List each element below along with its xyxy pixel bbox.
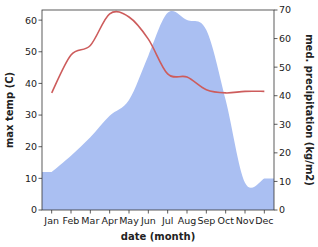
y2-tick-label: 70 bbox=[279, 4, 291, 15]
y-tick bbox=[39, 210, 43, 211]
x-tick-label: Jun bbox=[140, 215, 156, 226]
y-tick-label: 40 bbox=[25, 78, 37, 89]
y2-tick bbox=[274, 181, 278, 182]
x-tick bbox=[148, 210, 149, 214]
x-tick-label: Oct bbox=[217, 215, 234, 226]
y2-axis-label: med. precipitation (kg/m2) bbox=[304, 34, 315, 186]
y-tick bbox=[39, 178, 43, 179]
y2-tick-label: 50 bbox=[279, 62, 291, 73]
chart: Jan FebMarAprMayJun Jul AugSepOctNovDec 0 10 2… bbox=[0, 0, 318, 247]
y2-tick bbox=[274, 67, 278, 68]
x-tick-label: Nov bbox=[236, 215, 255, 226]
x-tick-label: Mar bbox=[81, 215, 99, 226]
y-axis-label: max temp (C) bbox=[4, 72, 15, 148]
y2-tick bbox=[274, 124, 278, 125]
y2-tick-label: 10 bbox=[279, 176, 291, 187]
x-tick bbox=[264, 210, 265, 214]
y-tick-label: 30 bbox=[25, 109, 37, 120]
x-tick bbox=[245, 210, 246, 214]
y-tick-label: 0 bbox=[31, 204, 37, 215]
y-tick bbox=[39, 83, 43, 84]
y2-tick-label: 30 bbox=[279, 119, 291, 130]
temperature-line bbox=[52, 12, 265, 93]
y-tick bbox=[39, 51, 43, 52]
y2-tick-label: 20 bbox=[279, 147, 291, 158]
x-tick bbox=[90, 210, 91, 214]
x-tick-label: Aug bbox=[178, 215, 197, 226]
y-tick-label: 60 bbox=[25, 15, 37, 26]
x-tick-label: May bbox=[119, 215, 139, 226]
precipitation-area bbox=[42, 11, 274, 210]
y2-tick-label: 60 bbox=[279, 33, 291, 44]
x-tick bbox=[71, 210, 72, 214]
y2-tick-label: 0 bbox=[279, 204, 285, 215]
y-tick-label: 50 bbox=[25, 46, 37, 57]
x-tick-label: Sep bbox=[197, 215, 215, 226]
y-tick bbox=[39, 20, 43, 21]
x-tick-label: Dec bbox=[255, 215, 273, 226]
y2-tick bbox=[274, 210, 278, 211]
x-tick-label: Feb bbox=[63, 215, 80, 226]
y2-tick bbox=[274, 95, 278, 96]
y-tick bbox=[39, 115, 43, 116]
x-tick bbox=[187, 210, 188, 214]
y2-tick bbox=[274, 38, 278, 39]
x-tick bbox=[51, 210, 52, 214]
y-tick-label: 20 bbox=[25, 141, 37, 152]
x-tick-label: Jan bbox=[43, 215, 59, 226]
x-tick bbox=[129, 210, 130, 214]
y2-tick bbox=[274, 152, 278, 153]
frame bbox=[42, 10, 274, 210]
x-axis-label: date (month) bbox=[121, 231, 195, 242]
x-tick bbox=[109, 210, 110, 214]
y2-tick-label: 40 bbox=[279, 90, 291, 101]
y-tick-label: 10 bbox=[25, 173, 37, 184]
x-tick bbox=[167, 210, 168, 214]
y2-tick bbox=[274, 10, 278, 11]
y-tick bbox=[39, 146, 43, 147]
x-tick-label: Jul bbox=[161, 215, 173, 226]
x-tick bbox=[225, 210, 226, 214]
x-tick-label: Apr bbox=[101, 215, 118, 226]
x-tick bbox=[206, 210, 207, 214]
plot-area bbox=[42, 11, 274, 210]
